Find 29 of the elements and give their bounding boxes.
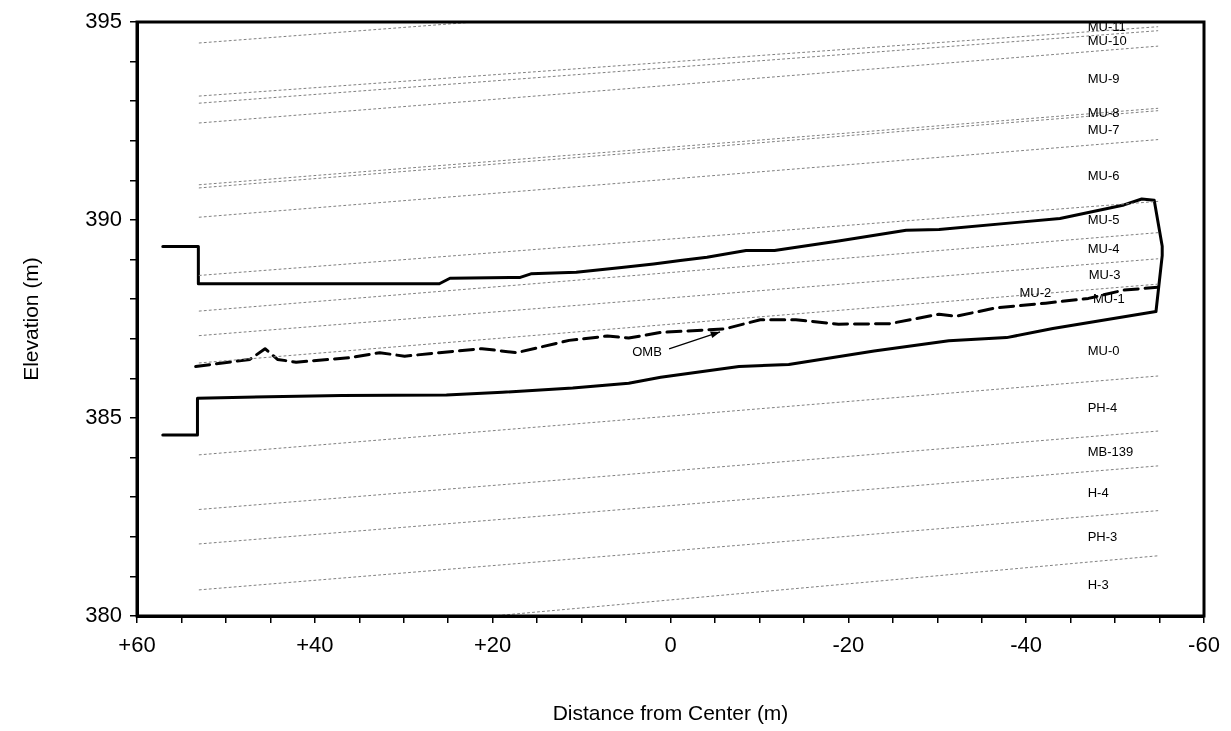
x-tick-label: 0 (664, 632, 677, 658)
annotation: MB-139 (1087, 444, 1134, 460)
annotation: MU-6 (1087, 168, 1120, 184)
annotation: MU-5 (1087, 211, 1120, 227)
annotation: MU-10 (1087, 33, 1127, 49)
annotation: H-4 (1087, 484, 1109, 500)
x-tick-label: +20 (474, 632, 512, 658)
annotation: MU-2 (1019, 285, 1052, 301)
y-tick-label: 385 (85, 404, 122, 430)
annotation: MU-3 (1088, 266, 1121, 282)
annotation: MU-4 (1087, 241, 1120, 257)
x-tick-label: -20 (832, 632, 865, 658)
annotation: H-3 (1087, 577, 1109, 593)
y-tick-label: 390 (85, 206, 122, 232)
x-axis-title: Distance from Center (m) (552, 701, 789, 725)
annotation: MU-7 (1087, 122, 1120, 138)
annotation: PH-4 (1087, 400, 1118, 416)
x-tick-label: +40 (296, 632, 334, 658)
annotation: PH-3 (1087, 529, 1118, 545)
annotation: MU-8 (1087, 105, 1120, 121)
y-tick-label: 395 (85, 8, 122, 34)
annotation: OMB (632, 344, 662, 360)
x-tick-label: -60 (1188, 632, 1220, 658)
y-tick-label: 380 (85, 602, 122, 628)
x-tick-label: +60 (118, 632, 156, 658)
annotation: MU-9 (1087, 71, 1120, 87)
annotation: MU-0 (1087, 343, 1120, 359)
x-tick-label: -40 (1010, 632, 1043, 658)
y-axis-title: Elevation (m) (19, 257, 43, 381)
